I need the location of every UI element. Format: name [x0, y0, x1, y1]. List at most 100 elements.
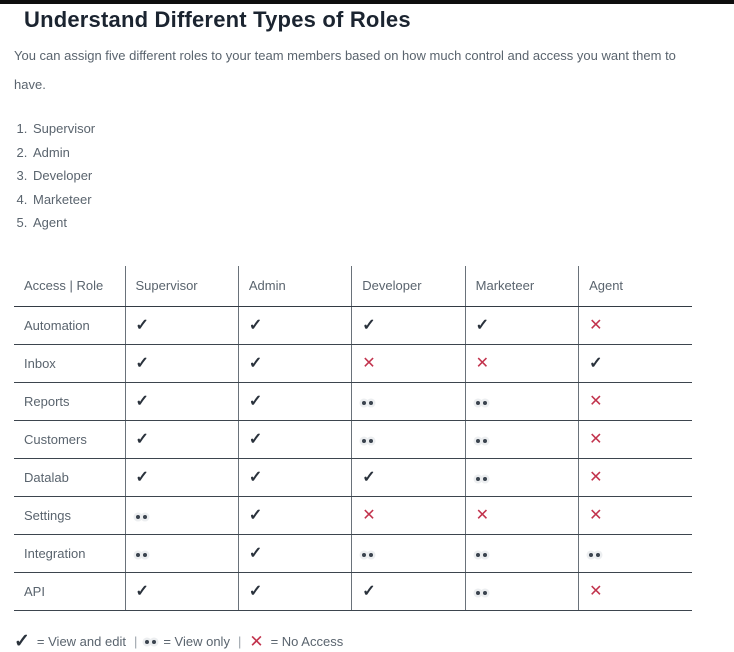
- corner-header: Access | Role: [14, 265, 125, 307]
- list-item-developer: Developer: [31, 164, 734, 188]
- row-label: Inbox: [14, 344, 125, 383]
- check-icon: ✓: [248, 468, 263, 486]
- dot: [596, 552, 601, 557]
- access-cell: [464, 572, 579, 611]
- check-icon: ✓: [248, 392, 263, 410]
- column-header: Agent: [578, 265, 692, 307]
- list-item-admin: Admin: [31, 141, 734, 165]
- view-only-dots-icon: [135, 552, 147, 557]
- check-icon: ✓: [248, 354, 263, 372]
- access-cell: [464, 458, 579, 497]
- view-only-dots-icon: [475, 476, 487, 481]
- dot: [135, 514, 140, 519]
- view-only-dots-icon: [135, 514, 147, 519]
- cross-icon: ✕: [589, 582, 603, 600]
- table-row: Automation ✓ ✓ ✓ ✓ ✕: [14, 306, 692, 345]
- legend-check-label: = View and edit: [36, 634, 126, 649]
- view-only-dots-icon: [475, 552, 487, 557]
- view-only-dots-icon: [475, 438, 487, 443]
- access-cell: ✓: [124, 420, 239, 459]
- access-cell: [351, 382, 466, 421]
- dot: [475, 552, 480, 557]
- list-item-marketeer: Marketeer: [31, 188, 734, 212]
- dot: [362, 552, 367, 557]
- access-cell: [464, 534, 579, 573]
- access-cell: ✕: [578, 306, 692, 345]
- access-cell: ✓: [237, 382, 352, 421]
- access-cell: [124, 534, 239, 573]
- access-cell: ✕: [351, 496, 466, 535]
- access-cell: ✕: [351, 344, 466, 383]
- dot: [482, 552, 487, 557]
- check-icon: ✓: [135, 354, 149, 372]
- access-cell: ✓: [237, 306, 352, 345]
- access-cell: [578, 534, 692, 573]
- access-cell: ✓: [351, 572, 466, 611]
- row-label: Integration: [14, 534, 125, 573]
- dot: [142, 552, 147, 557]
- table-row: Reports ✓ ✓ ✕: [14, 382, 692, 421]
- cross-icon: ✕: [249, 632, 264, 651]
- access-cell: ✓: [351, 306, 466, 345]
- access-cell: ✕: [464, 496, 579, 535]
- table-row: Customers ✓ ✓ ✕: [14, 420, 692, 459]
- table-header-row: Access | Role Supervisor Admin Developer Mar…: [14, 265, 692, 307]
- check-icon: ✓: [362, 582, 376, 600]
- access-cell: ✓: [237, 496, 352, 535]
- check-icon: ✓: [135, 392, 149, 410]
- check-icon: ✓: [475, 316, 490, 334]
- access-cell: ✓: [237, 572, 352, 611]
- check-icon: ✓: [135, 582, 149, 600]
- dot: [369, 552, 374, 557]
- dot: [475, 590, 480, 595]
- check-icon: ✓: [14, 631, 30, 652]
- table-row: Integration ✓: [14, 534, 692, 573]
- dot: [475, 476, 480, 481]
- row-label: Reports: [14, 382, 125, 421]
- view-only-dots-icon: [362, 400, 374, 405]
- access-cell: [124, 496, 239, 535]
- column-header: Supervisor: [124, 265, 239, 307]
- check-icon: ✓: [248, 544, 263, 562]
- legend-cross-label: = No Access: [270, 634, 344, 649]
- row-label: Customers: [14, 420, 125, 459]
- view-only-dots-icon: [362, 552, 374, 557]
- access-cell: ✕: [578, 496, 692, 535]
- dot: [482, 476, 487, 481]
- intro-text: You can assign five different roles to y…: [14, 48, 676, 92]
- access-cell: ✓: [237, 420, 352, 459]
- row-label: Automation: [14, 306, 125, 345]
- access-cell: ✕: [578, 382, 692, 421]
- dot: [482, 590, 487, 595]
- access-cell: ✕: [578, 572, 692, 611]
- list-item-agent: Agent: [31, 211, 734, 235]
- check-icon: ✓: [362, 468, 376, 486]
- view-only-dots-icon: [475, 400, 487, 405]
- column-header: Developer: [351, 265, 466, 307]
- table-body: Automation ✓ ✓ ✓ ✓ ✕ Inbox ✓ ✓ ✕ ✕ ✓ Reports ✓ ✓ ✕ Custo…: [14, 306, 692, 611]
- access-cell: ✓: [351, 458, 466, 497]
- table-row: Settings ✓ ✕ ✕ ✕: [14, 496, 692, 535]
- list-item-supervisor: Supervisor: [31, 117, 734, 141]
- access-cell: [464, 420, 579, 459]
- row-label: Settings: [14, 496, 125, 535]
- dot: [362, 400, 367, 405]
- check-icon: ✓: [135, 430, 149, 448]
- legend-separator: |: [237, 634, 242, 649]
- access-cell: ✓: [237, 458, 352, 497]
- access-cell: ✓: [578, 344, 692, 383]
- cross-icon: ✕: [362, 506, 376, 524]
- access-cell: ✓: [124, 458, 239, 497]
- access-role-table: Access | Role Supervisor Admin Developer Mar…: [14, 265, 692, 611]
- dot: [369, 400, 374, 405]
- access-cell: ✓: [237, 534, 352, 573]
- access-cell: ✓: [124, 382, 239, 421]
- cross-icon: ✕: [475, 506, 490, 524]
- dot: [369, 438, 374, 443]
- row-label: API: [14, 572, 125, 611]
- legend-dots-label: = View only: [163, 634, 230, 649]
- dot: [475, 400, 480, 405]
- legend: ✓ = View and edit | = View only | ✕ = No…: [14, 632, 734, 651]
- view-only-dots-icon: [362, 438, 374, 443]
- cross-icon: ✕: [589, 316, 603, 334]
